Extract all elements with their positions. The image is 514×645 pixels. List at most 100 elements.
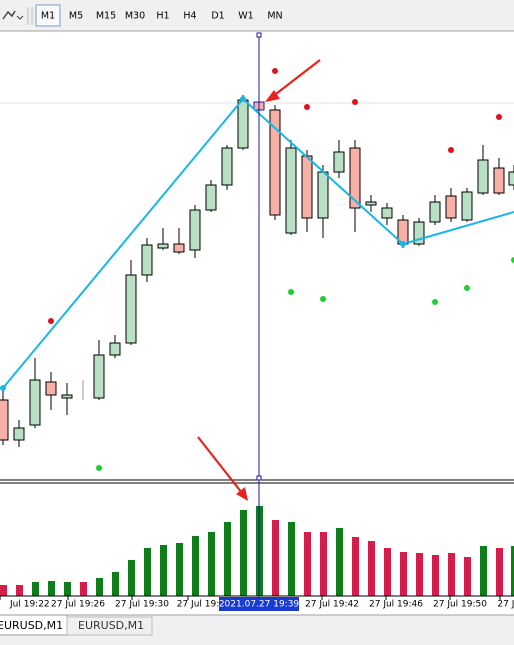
candle-body bbox=[301, 155, 313, 219]
volume-bar bbox=[384, 548, 391, 596]
time-label: Jul 19:22 bbox=[9, 600, 50, 610]
timeframe-button[interactable]: M30 bbox=[125, 11, 145, 22]
candle-body bbox=[381, 207, 393, 219]
candle-body bbox=[141, 244, 153, 276]
fractal-up bbox=[496, 114, 502, 120]
time-label: 27 Jul 19:26 bbox=[51, 600, 105, 610]
toolbar-bg bbox=[0, 0, 514, 31]
volume-bar bbox=[144, 548, 151, 596]
candle-body bbox=[508, 171, 514, 186]
volume-bar bbox=[224, 522, 231, 596]
fractal-down bbox=[96, 465, 102, 471]
candle-body bbox=[13, 427, 25, 441]
volume-bar bbox=[416, 553, 423, 596]
tab-label[interactable]: EURUSD,M1 bbox=[0, 619, 63, 632]
crosshair-handle[interactable] bbox=[256, 475, 262, 481]
candle-body bbox=[157, 243, 169, 249]
volume-bar bbox=[176, 543, 183, 596]
volume-bar bbox=[448, 553, 455, 596]
timeframe-button[interactable]: M15 bbox=[96, 11, 116, 22]
cursor-time-box bbox=[219, 597, 299, 611]
volume-bar bbox=[208, 532, 215, 596]
time-label: 27 Jul 19:50 bbox=[433, 600, 487, 610]
volume-bar bbox=[48, 581, 55, 596]
volume-bar bbox=[32, 582, 39, 596]
timeframe-button[interactable]: M1 bbox=[41, 11, 55, 22]
chart-tabs: EURUSD,M1 EURUSD,M1 bbox=[0, 614, 514, 645]
candle-body bbox=[333, 151, 345, 173]
fractal-up bbox=[304, 104, 310, 110]
volume-bar bbox=[192, 536, 199, 596]
volume-bar bbox=[304, 532, 311, 596]
volume-bar bbox=[0, 585, 7, 596]
fractal-up bbox=[448, 147, 454, 153]
volume-bar bbox=[432, 555, 439, 596]
volume-bar bbox=[464, 557, 471, 596]
candle-body bbox=[269, 109, 281, 216]
volume-bar bbox=[336, 528, 343, 596]
volume-bar bbox=[511, 546, 514, 596]
fractal-up bbox=[48, 318, 54, 324]
candle-body bbox=[221, 147, 233, 186]
fractal-down bbox=[288, 289, 294, 295]
volume-bar bbox=[160, 545, 167, 596]
candle-body bbox=[109, 342, 121, 356]
timeframe-button[interactable]: M5 bbox=[69, 11, 83, 22]
volume-bar bbox=[272, 520, 279, 596]
time-axis: Jul 19:22 27 Jul 19:26 27 Jul 19:30 27 Jul … bbox=[0, 596, 514, 611]
candle-body bbox=[189, 209, 201, 251]
fractal-down bbox=[320, 296, 326, 302]
candle-body bbox=[125, 274, 137, 344]
fractal-up bbox=[272, 68, 278, 74]
candle-body bbox=[461, 191, 473, 221]
price-chart bbox=[0, 68, 514, 471]
volume-bar bbox=[240, 510, 247, 596]
volume-bar bbox=[96, 578, 103, 596]
volume-bar bbox=[128, 560, 135, 596]
candle-body bbox=[477, 159, 489, 194]
annotation-arrow bbox=[197, 436, 248, 501]
volume-bar bbox=[352, 537, 359, 596]
tool-icon[interactable] bbox=[2, 10, 24, 20]
zigzag-point bbox=[400, 241, 406, 247]
candle-body bbox=[0, 399, 9, 441]
tab-label[interactable]: EURUSD,M1 bbox=[78, 619, 144, 632]
timeframe-button[interactable]: H4 bbox=[183, 11, 196, 22]
candle-body bbox=[237, 99, 249, 149]
fractal-down bbox=[464, 285, 470, 291]
cursor-time-label: 2021.07.27 19:39 bbox=[219, 600, 300, 610]
timeframe-button-active[interactable] bbox=[35, 4, 61, 27]
candle-body bbox=[93, 354, 105, 399]
candle-body bbox=[317, 171, 329, 219]
time-label: 27 Jul bbox=[497, 600, 514, 610]
candle-body bbox=[413, 221, 425, 245]
candle-body bbox=[45, 381, 57, 396]
timeframe-button[interactable]: H1 bbox=[156, 11, 169, 22]
volume-bar bbox=[64, 582, 71, 596]
candle-body bbox=[61, 394, 73, 399]
zigzag-point bbox=[0, 385, 6, 391]
timeframe-button[interactable]: MN bbox=[267, 11, 282, 22]
timeframe-button[interactable]: D1 bbox=[211, 11, 224, 22]
volume-bar bbox=[320, 532, 327, 596]
fractal-down bbox=[432, 299, 438, 305]
timeframe-button[interactable]: W1 bbox=[238, 11, 253, 22]
candle-body bbox=[429, 201, 441, 223]
candle-body bbox=[349, 147, 361, 209]
fractal-down bbox=[511, 257, 514, 263]
crosshair-handle[interactable] bbox=[256, 32, 262, 38]
time-label: 27 Jul 19:30 bbox=[115, 600, 169, 610]
time-label: 27 Jul 19: bbox=[177, 600, 220, 610]
candle-body bbox=[365, 201, 377, 206]
volume-bar bbox=[368, 541, 375, 596]
candle-body bbox=[173, 243, 185, 253]
volume-bar bbox=[288, 522, 295, 596]
tab[interactable] bbox=[66, 616, 153, 636]
volume-bar bbox=[16, 585, 23, 596]
candle-body bbox=[493, 167, 505, 194]
zigzag-point bbox=[240, 96, 246, 102]
candle-body bbox=[285, 147, 297, 234]
candle-body bbox=[205, 184, 217, 211]
candle-body bbox=[29, 379, 41, 426]
